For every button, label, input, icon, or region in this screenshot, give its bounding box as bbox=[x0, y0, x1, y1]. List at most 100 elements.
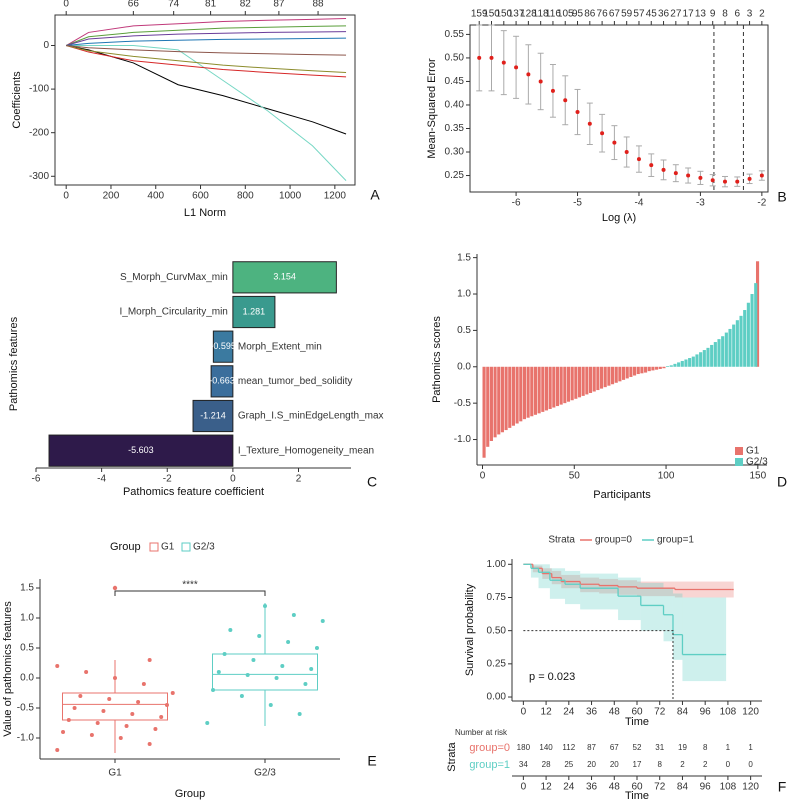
point bbox=[268, 703, 273, 707]
confidence-band bbox=[530, 564, 539, 578]
bar bbox=[658, 366, 662, 369]
confidence-band bbox=[618, 577, 641, 621]
point bbox=[147, 742, 152, 746]
bar bbox=[732, 324, 736, 367]
x-axis-label: Log (λ) bbox=[602, 212, 636, 224]
x-tick-label: 0 bbox=[521, 707, 527, 718]
bar bbox=[691, 356, 695, 367]
bar bbox=[640, 366, 644, 374]
legend-label: group=1 bbox=[657, 535, 694, 546]
bar bbox=[647, 366, 651, 372]
point bbox=[164, 703, 169, 707]
x-tick-label: 150 bbox=[495, 9, 512, 20]
point bbox=[61, 730, 66, 734]
category-label: I_Texture_Homogeneity_mean bbox=[238, 445, 374, 456]
point bbox=[228, 628, 233, 632]
bar bbox=[541, 366, 545, 412]
bar bbox=[497, 366, 501, 435]
x-tick-label: 12 bbox=[541, 707, 553, 718]
x-axis-label: Time bbox=[625, 716, 649, 728]
y-tick-label: 0.5 bbox=[20, 643, 34, 654]
bar bbox=[636, 366, 640, 375]
x-axis-label: Pathomics feature coefficient bbox=[123, 486, 264, 498]
mse-point bbox=[600, 131, 605, 136]
y-axis-label: Coefficients bbox=[11, 71, 23, 129]
point bbox=[314, 646, 319, 650]
y-tick-label: -100 bbox=[29, 84, 49, 95]
y-tick-label: -1.0 bbox=[17, 733, 35, 744]
x-tick-label: 57 bbox=[633, 9, 645, 20]
legend-title: Strata bbox=[548, 535, 575, 546]
x-tick-label: 36 bbox=[586, 707, 598, 718]
bar bbox=[48, 434, 234, 467]
legend-swatch bbox=[181, 542, 191, 552]
risk-table-title: Number at risk bbox=[455, 728, 508, 737]
bar bbox=[530, 366, 534, 417]
y-axis-label: Value of pathomics features bbox=[2, 601, 14, 737]
bar bbox=[680, 360, 684, 367]
coef-path bbox=[66, 45, 347, 135]
x-tick-label: 3 bbox=[747, 9, 753, 20]
bar bbox=[669, 365, 673, 367]
y-tick-label: 0.25 bbox=[487, 658, 507, 669]
bar bbox=[577, 366, 582, 398]
point bbox=[101, 709, 106, 713]
bar bbox=[755, 261, 760, 367]
x-tick-label: 36 bbox=[586, 782, 598, 793]
bar bbox=[735, 320, 739, 367]
p-value: p = 0.023 bbox=[529, 671, 575, 683]
bar bbox=[500, 366, 504, 433]
bar bbox=[596, 366, 600, 391]
point bbox=[55, 748, 60, 752]
x-tick-label: 59 bbox=[621, 9, 633, 20]
box bbox=[212, 653, 318, 691]
bar bbox=[192, 399, 234, 433]
legend-label: G1 bbox=[161, 542, 175, 553]
y-tick-label: 0 bbox=[43, 40, 49, 51]
legend-label: G2/3 bbox=[193, 542, 215, 553]
mse-point bbox=[710, 178, 715, 183]
x-tick-label: 82 bbox=[240, 0, 252, 10]
confidence-band bbox=[549, 568, 566, 599]
mse-point bbox=[550, 88, 555, 93]
bar bbox=[504, 366, 508, 431]
coef-path bbox=[65, 17, 347, 46]
coef-path bbox=[66, 45, 347, 78]
x-tick-label: 81 bbox=[205, 0, 217, 10]
risk-count: 19 bbox=[678, 743, 687, 752]
bar bbox=[519, 366, 523, 422]
y-tick-label: 1.0 bbox=[457, 289, 471, 300]
x-tick-label: 1200 bbox=[324, 191, 347, 202]
bar bbox=[662, 366, 666, 369]
x-tick-label: 76 bbox=[597, 9, 609, 20]
y-tick-label: -1.0 bbox=[454, 434, 472, 445]
x-tick-label: -4 bbox=[97, 474, 106, 485]
risk-count: 28 bbox=[542, 760, 551, 769]
bar bbox=[515, 366, 519, 424]
x-tick-label: 24 bbox=[563, 707, 575, 718]
risk-count: 20 bbox=[587, 760, 596, 769]
mse-point bbox=[501, 60, 506, 65]
x-tick-label: 86 bbox=[584, 9, 596, 20]
risk-count: 2 bbox=[680, 760, 685, 769]
bar bbox=[603, 366, 607, 388]
x-tick-label: 48 bbox=[609, 707, 621, 718]
legend-label: G1 bbox=[746, 446, 760, 457]
bar bbox=[651, 366, 655, 371]
x-tick-label: 24 bbox=[563, 782, 575, 793]
mse-point bbox=[686, 173, 691, 178]
mse-point bbox=[587, 121, 592, 126]
bar bbox=[588, 366, 593, 393]
bar bbox=[673, 363, 677, 367]
risk-count: 67 bbox=[610, 743, 619, 752]
bar bbox=[210, 365, 234, 398]
bar bbox=[625, 366, 629, 379]
legend-swatch bbox=[735, 458, 743, 466]
legend-title: Group bbox=[110, 541, 141, 553]
y-tick-label: 1.0 bbox=[20, 613, 34, 624]
legend-swatch bbox=[735, 447, 743, 455]
y-axis-label: Survival probability bbox=[464, 583, 476, 676]
y-tick-label: 0.35 bbox=[445, 123, 465, 134]
x-tick-label: 120 bbox=[742, 707, 759, 718]
